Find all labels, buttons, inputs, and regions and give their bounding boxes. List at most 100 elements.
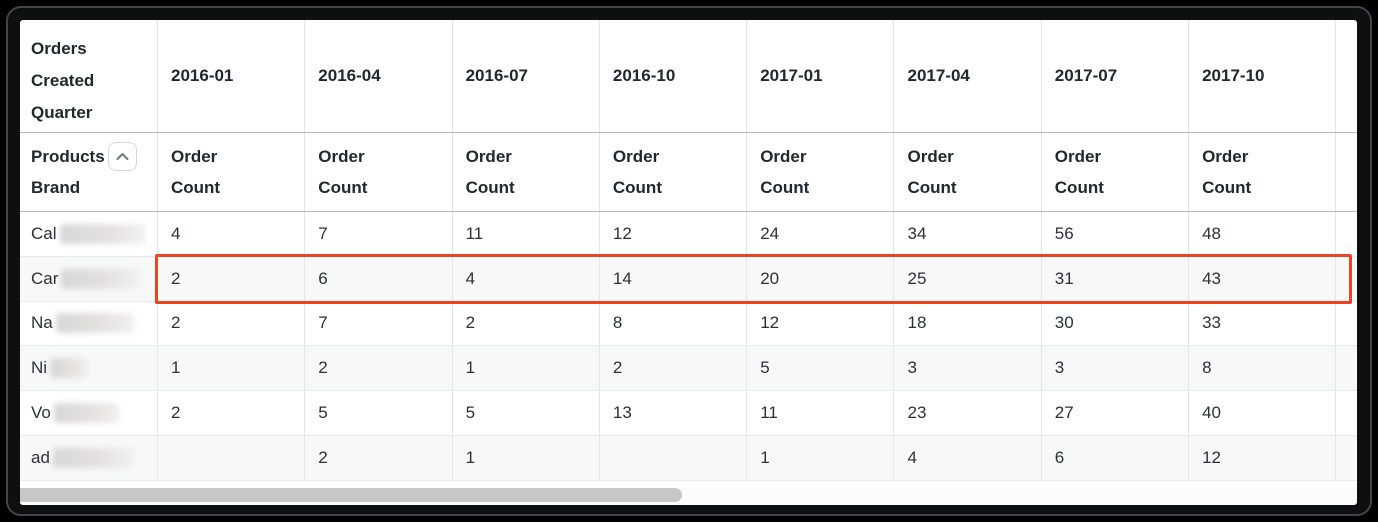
- order-count-cell[interactable]: 2: [158, 256, 306, 301]
- measure-header-cell[interactable]: Order Count: [453, 133, 600, 211]
- quarter-header-cell[interactable]: 2016-07: [453, 20, 600, 132]
- quarter-header-cell[interactable]: 2017-01: [747, 20, 895, 132]
- order-count-cell[interactable]: 4: [894, 435, 1042, 480]
- order-count-cell[interactable]: 6: [1042, 435, 1190, 480]
- order-count-cell[interactable]: 3: [1042, 346, 1190, 391]
- order-count-cell[interactable]: 1: [453, 435, 600, 480]
- data-table-panel: Orders Created Quarter 2016-01 2016-04 2…: [20, 20, 1357, 505]
- measure-header-cell[interactable]: Order Count: [1189, 133, 1337, 211]
- order-count-cell[interactable]: 12: [1189, 435, 1337, 480]
- order-count-cell[interactable]: 20: [747, 256, 895, 301]
- order-count-cell[interactable]: 2: [305, 435, 453, 480]
- quarter-header-cell[interactable]: 2017-04: [894, 20, 1042, 132]
- measure-header-cell[interactable]: Order Count: [158, 133, 306, 211]
- order-count-cell[interactable]: 2: [158, 391, 306, 435]
- order-count-value: 3: [907, 358, 917, 378]
- order-count-value: 7: [318, 313, 328, 333]
- order-count-cell[interactable]: 7: [305, 212, 453, 256]
- sort-ascending-button[interactable]: [107, 142, 137, 171]
- order-count-cell[interactable]: 3: [894, 346, 1042, 391]
- order-count-cell[interactable]: [600, 435, 748, 480]
- order-count-value: 48: [1202, 223, 1221, 243]
- order-count-cell[interactable]: 8: [1189, 346, 1337, 391]
- order-count-cell[interactable]: 23: [894, 391, 1042, 435]
- order-count-cell[interactable]: 11: [453, 212, 600, 256]
- measure-header-cell[interactable]: Order Count: [894, 133, 1042, 211]
- order-count-cell[interactable]: 2: [600, 346, 748, 391]
- brand-cell[interactable]: ad: [20, 435, 158, 480]
- measure-header-cell[interactable]: Order Count: [305, 133, 453, 211]
- order-count-cell[interactable]: 4: [158, 212, 306, 256]
- order-count-cell[interactable]: 1: [158, 346, 306, 391]
- horizontal-scrollbar-thumb[interactable]: [20, 488, 682, 502]
- measure-header-cell[interactable]: Order Count: [1042, 133, 1190, 211]
- order-count-cell[interactable]: 30: [1042, 301, 1190, 346]
- order-count-cell[interactable]: 48: [1189, 212, 1337, 256]
- order-count-cell[interactable]: 5: [747, 346, 895, 391]
- brand-cell[interactable]: Vo: [20, 391, 158, 435]
- order-count-cell[interactable]: [158, 435, 306, 480]
- row-dimension-header-cell[interactable]: Products Brand: [20, 133, 158, 211]
- order-count-cell[interactable]: 27: [1042, 391, 1190, 435]
- pivot-table: Orders Created Quarter 2016-01 2016-04 2…: [20, 20, 1357, 481]
- order-count-value: 14: [612, 268, 632, 288]
- quarter-header-cell[interactable]: 2016-04: [305, 20, 453, 132]
- order-count-cell[interactable]: 14: [600, 256, 748, 301]
- order-count-cell[interactable]: 40: [1189, 391, 1337, 435]
- order-count-value: 6: [318, 268, 328, 288]
- table-row: Ni 1 2 1 2 5 3 3 8: [20, 346, 1357, 392]
- order-count-value: 2: [612, 358, 623, 378]
- order-count-cell[interactable]: 4: [453, 256, 600, 301]
- quarter-header-cell[interactable]: 2016-01: [158, 20, 306, 132]
- order-count-value: 2: [171, 313, 181, 333]
- order-count-cell[interactable]: 12: [747, 301, 895, 346]
- order-count-value: 12: [760, 313, 780, 333]
- redacted-text-blur: [53, 403, 119, 424]
- order-count-cell[interactable]: 1: [747, 435, 895, 480]
- order-count-cell[interactable]: 13: [600, 391, 748, 435]
- pivot-header-row: Orders Created Quarter 2016-01 2016-04 2…: [20, 20, 1357, 133]
- overflow-column-cell: [1336, 212, 1357, 256]
- order-count-cell[interactable]: 43: [1189, 256, 1337, 301]
- quarter-label: 2017-10: [1202, 66, 1265, 85]
- order-count-cell[interactable]: 2: [158, 301, 306, 346]
- order-count-cell[interactable]: 56: [1042, 212, 1190, 256]
- order-count-cell[interactable]: 8: [600, 301, 748, 346]
- horizontal-scrollbar-track[interactable]: [20, 487, 1357, 504]
- brand-cell[interactable]: Cal: [20, 212, 158, 256]
- overflow-column-cell: [1336, 391, 1357, 435]
- order-count-cell[interactable]: 2: [453, 301, 600, 346]
- order-count-cell[interactable]: 34: [894, 212, 1042, 256]
- order-count-cell[interactable]: 24: [747, 212, 895, 256]
- order-count-cell[interactable]: 5: [453, 391, 600, 435]
- order-count-cell[interactable]: 33: [1189, 301, 1337, 346]
- order-count-cell[interactable]: 31: [1042, 256, 1190, 301]
- order-count-value: 5: [760, 358, 770, 378]
- order-count-value: 33: [1202, 313, 1221, 333]
- order-count-value: 3: [1054, 358, 1065, 378]
- quarter-header-cell[interactable]: 2017-10: [1189, 20, 1337, 132]
- order-count-value: 24: [760, 223, 780, 243]
- order-count-cell[interactable]: 11: [747, 391, 895, 435]
- brand-prefix: Cal: [31, 223, 57, 243]
- order-count-cell[interactable]: 6: [305, 256, 453, 301]
- quarter-header-cell[interactable]: 2017-07: [1042, 20, 1190, 132]
- order-count-cell[interactable]: 18: [894, 301, 1042, 346]
- measure-label: Order Count: [907, 147, 957, 197]
- measure-header-cell[interactable]: Order Count: [747, 133, 895, 211]
- order-count-value: 23: [907, 403, 927, 423]
- order-count-cell[interactable]: 1: [453, 346, 600, 391]
- measure-header-cell[interactable]: Order Count: [600, 133, 748, 211]
- brand-cell[interactable]: Ni: [20, 346, 158, 391]
- order-count-cell[interactable]: 25: [894, 256, 1042, 301]
- redacted-text-blur: [61, 268, 140, 289]
- order-count-cell[interactable]: 2: [305, 346, 453, 391]
- quarter-header-cell[interactable]: 2016-10: [600, 20, 748, 132]
- quarter-label: 2016-07: [465, 66, 528, 85]
- order-count-cell[interactable]: 12: [600, 212, 748, 256]
- order-count-cell[interactable]: 7: [305, 301, 453, 346]
- order-count-cell[interactable]: 5: [305, 391, 453, 435]
- brand-cell[interactable]: Na: [20, 301, 158, 346]
- row-dimension-line1: Products: [31, 141, 137, 172]
- brand-cell[interactable]: Car: [20, 256, 158, 301]
